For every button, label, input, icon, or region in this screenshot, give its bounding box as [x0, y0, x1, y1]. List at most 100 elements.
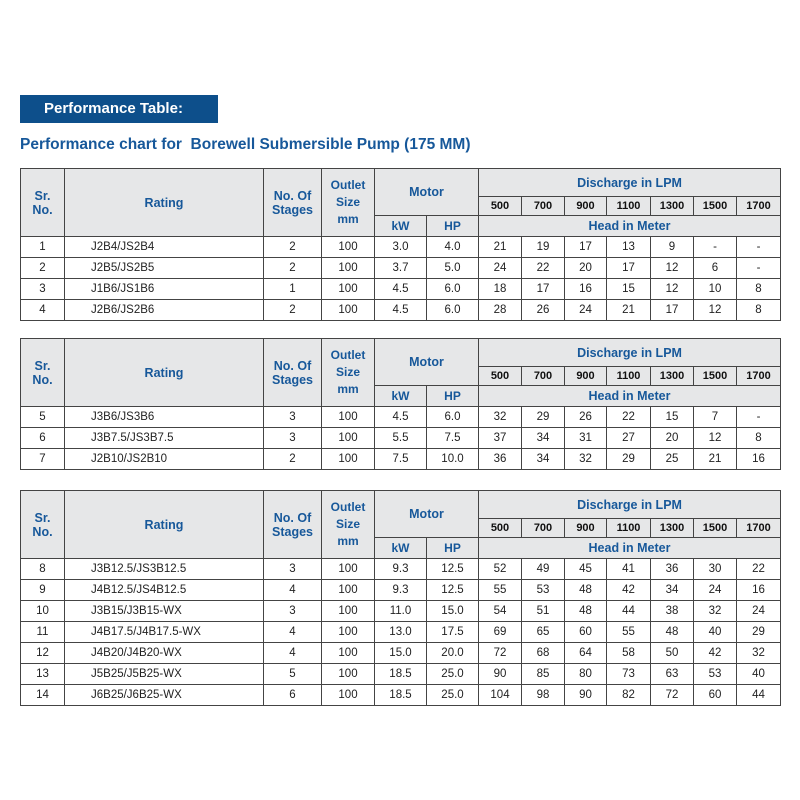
- cell: 4.0: [426, 236, 479, 258]
- cell: 13.0: [374, 621, 427, 643]
- table-row: 14 J6B25/J6B25-WX 6 100 18.5 25.0 104 98 90 82 72 6…: [20, 684, 782, 706]
- cell: 17: [521, 278, 565, 300]
- cell: 4.5: [374, 278, 427, 300]
- cell: 100: [321, 278, 375, 300]
- cell: 48: [650, 621, 694, 643]
- cell: 34: [521, 448, 565, 470]
- cell: 18: [478, 278, 522, 300]
- table-row: 13 J5B25/J5B25-WX 5 100 18.5 25.0 90 85 80 73 63 53…: [20, 663, 782, 685]
- cell: 37: [478, 427, 522, 449]
- header-flow: 1700: [735, 366, 782, 386]
- cell: 4.5: [374, 299, 427, 321]
- cell: 104: [478, 684, 522, 706]
- cell: 7: [20, 448, 65, 470]
- cell: 100: [321, 236, 375, 258]
- performance-table: Sr. No. Rating No. Of Stages Outlet Size mm …: [20, 490, 782, 706]
- cell: 32: [564, 448, 607, 470]
- cell: 64: [564, 642, 607, 664]
- header-head: Head in Meter: [477, 537, 782, 559]
- cell: 54: [478, 600, 522, 622]
- cell: 69: [478, 621, 522, 643]
- cell: 5: [263, 663, 322, 685]
- cell: 100: [321, 299, 375, 321]
- cell: 20.0: [426, 642, 479, 664]
- header-head: Head in Meter: [477, 385, 782, 407]
- cell: 6: [263, 684, 322, 706]
- cell: 12: [693, 299, 737, 321]
- cell: 10: [693, 278, 737, 300]
- cell: 17: [564, 236, 607, 258]
- cell: 2: [263, 257, 322, 279]
- cell: 55: [606, 621, 651, 643]
- cell: 11: [20, 621, 65, 643]
- cell: 4: [20, 299, 65, 321]
- cell: 22: [735, 558, 782, 580]
- cell: 21: [606, 299, 651, 321]
- cell: J5B25/J5B25-WX: [64, 663, 264, 685]
- cell: 5: [20, 406, 65, 428]
- cell: 41: [606, 558, 651, 580]
- table-row: 4 J2B6/JS2B6 2 100 4.5 6.0 28 26 24 21 17 12 8: [20, 299, 782, 321]
- cell: 2: [263, 236, 322, 258]
- cell: 25.0: [426, 684, 479, 706]
- cell: 85: [521, 663, 565, 685]
- header-hp: HP: [426, 385, 479, 407]
- cell: J2B10/JS2B10: [64, 448, 264, 470]
- cell: 10.0: [426, 448, 479, 470]
- header-stages: No. Of Stages: [263, 490, 322, 559]
- header-stages: No. Of Stages: [263, 168, 322, 237]
- cell: 82: [606, 684, 651, 706]
- cell: 65: [521, 621, 565, 643]
- cell: 100: [321, 684, 375, 706]
- cell: 24: [478, 257, 522, 279]
- cell: 9.3: [374, 558, 427, 580]
- cell: 6.0: [426, 406, 479, 428]
- cell: 20: [564, 257, 607, 279]
- cell: 30: [693, 558, 737, 580]
- cell: 5.5: [374, 427, 427, 449]
- cell: 18.5: [374, 684, 427, 706]
- cell: 100: [321, 427, 375, 449]
- header-flow: 700: [521, 366, 565, 386]
- header-outlet: Outlet Size mm: [321, 168, 375, 237]
- header-sr: Sr. No.: [20, 490, 65, 559]
- cell: 19: [521, 236, 565, 258]
- cell: 16: [735, 448, 782, 470]
- cell: 90: [478, 663, 522, 685]
- cell: J2B5/JS2B5: [64, 257, 264, 279]
- cell: 16: [735, 579, 782, 601]
- cell: 9.3: [374, 579, 427, 601]
- table-row: 5 J3B6/JS3B6 3 100 4.5 6.0 32 29 26 22 15 7-: [20, 406, 782, 428]
- cell: 15: [650, 406, 694, 428]
- cell: 4.5: [374, 406, 427, 428]
- cell: 16: [564, 278, 607, 300]
- cell: 25.0: [426, 663, 479, 685]
- cell: 44: [606, 600, 651, 622]
- cell: J2B4/JS2B4: [64, 236, 264, 258]
- cell: 13: [606, 236, 651, 258]
- cell: 6.0: [426, 278, 479, 300]
- cell: 29: [735, 621, 782, 643]
- cell: 12.5: [426, 579, 479, 601]
- cell: 3: [263, 427, 322, 449]
- cell: 6: [693, 257, 737, 279]
- header-motor: Motor: [374, 168, 479, 216]
- cell: 3.7: [374, 257, 427, 279]
- cell: 100: [321, 448, 375, 470]
- performance-table: Sr. No. Rating No. Of Stages Outlet Size mm …: [20, 168, 782, 321]
- header-flow: 500: [478, 518, 522, 538]
- cell: 40: [735, 663, 782, 685]
- cell: 40: [693, 621, 737, 643]
- cell: 12: [20, 642, 65, 664]
- cell: 80: [564, 663, 607, 685]
- cell: 32: [735, 642, 782, 664]
- cell: 42: [606, 579, 651, 601]
- cell: 60: [564, 621, 607, 643]
- table-row: 6 J3B7.5/JS3B7.5 3 100 5.5 7.5 37 34 31 27 20 12 8: [20, 427, 782, 449]
- header-flow: 500: [478, 196, 522, 216]
- header-flow: 1700: [735, 196, 782, 216]
- header-rating: Rating: [64, 338, 264, 407]
- cell: J3B15/J3B15-WX: [64, 600, 264, 622]
- cell: J4B12.5/JS4B12.5: [64, 579, 264, 601]
- header-flow: 500: [478, 366, 522, 386]
